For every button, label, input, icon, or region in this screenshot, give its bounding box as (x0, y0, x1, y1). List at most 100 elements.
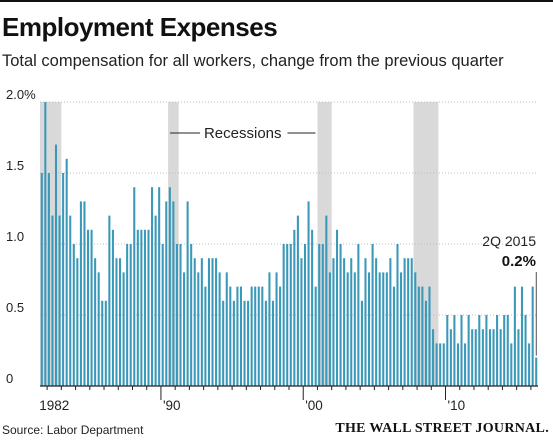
bar (421, 286, 424, 386)
bar (303, 244, 307, 386)
bar (389, 258, 392, 386)
x-axis: 1982 '90 '00 '10 (39, 385, 538, 413)
y-tick-label: 1.0 (6, 229, 24, 244)
bar (520, 286, 524, 386)
bar (172, 201, 175, 386)
bar (115, 258, 118, 386)
bar (368, 272, 371, 386)
bar (204, 286, 207, 386)
x-tick-label: '90 (163, 398, 181, 413)
bar (247, 300, 250, 386)
bar (296, 215, 299, 386)
bar (215, 258, 218, 386)
bar (275, 272, 278, 386)
bar (460, 315, 463, 386)
bar (524, 315, 527, 386)
bar (428, 286, 431, 386)
bar (439, 343, 442, 386)
bar (407, 258, 410, 386)
y-tick-label: 2.0% (6, 87, 36, 102)
bar (535, 357, 538, 386)
annotations: Recessions 2Q 2015 0.2% (170, 125, 537, 356)
bar (136, 229, 139, 386)
bar (424, 300, 427, 386)
bar (119, 258, 122, 386)
bar (51, 215, 54, 386)
bar (510, 343, 513, 386)
bar (318, 244, 321, 386)
bar (232, 300, 235, 386)
bar (350, 258, 353, 386)
bar (165, 201, 168, 386)
bar (126, 244, 129, 386)
bar (83, 201, 86, 386)
bar (175, 244, 178, 386)
x-tick-label: '00 (305, 398, 323, 413)
bar (503, 315, 506, 386)
publisher-logo: THE WALL STREET JOURNAL. (335, 421, 549, 436)
bar (478, 315, 481, 386)
bar (243, 300, 246, 386)
bar (129, 244, 132, 386)
y-tick-label: 0.5 (6, 300, 24, 315)
bar (186, 201, 189, 386)
bar (506, 315, 509, 386)
bar (378, 272, 381, 386)
bar (140, 229, 143, 386)
bar (471, 329, 474, 386)
bar (492, 329, 495, 386)
bar (499, 329, 502, 386)
bar (254, 286, 257, 386)
recession-bands (40, 102, 439, 386)
bar (400, 272, 403, 386)
bar (353, 272, 356, 386)
bar (90, 229, 93, 386)
bar (385, 272, 388, 386)
bar (282, 244, 285, 386)
bar (104, 300, 107, 386)
bar (168, 187, 171, 386)
bar (264, 300, 267, 386)
bar (464, 343, 467, 386)
bar (79, 201, 82, 386)
bar (293, 229, 296, 386)
bar (97, 272, 100, 386)
bar (58, 215, 61, 386)
bar (517, 329, 520, 386)
bar (328, 272, 331, 386)
bar (474, 329, 477, 386)
bar (108, 215, 111, 386)
bar (94, 258, 97, 386)
bar (531, 286, 534, 386)
bar (456, 343, 459, 386)
bar (261, 286, 264, 386)
bar (207, 258, 210, 386)
y-axis-labels: 2.0% 1.5 1.0 0.5 0 (6, 87, 36, 386)
bar (414, 272, 417, 386)
bar (289, 244, 292, 386)
bar (300, 258, 303, 386)
bar (325, 215, 328, 386)
bar (485, 315, 488, 386)
bar (375, 258, 378, 386)
bar (54, 144, 58, 386)
bar (371, 244, 374, 386)
bar (435, 343, 438, 386)
bar (360, 300, 363, 386)
bar (193, 258, 196, 386)
bar (76, 258, 79, 386)
bar (453, 315, 456, 386)
bar (332, 258, 335, 386)
bar (417, 286, 420, 386)
bar (343, 258, 346, 386)
bar (225, 272, 228, 386)
bar (151, 187, 154, 386)
bar (257, 286, 260, 386)
bar (449, 329, 452, 386)
bar (286, 244, 289, 386)
bar (403, 258, 406, 386)
bar (69, 215, 72, 386)
bar (446, 315, 449, 386)
bar (481, 329, 484, 386)
